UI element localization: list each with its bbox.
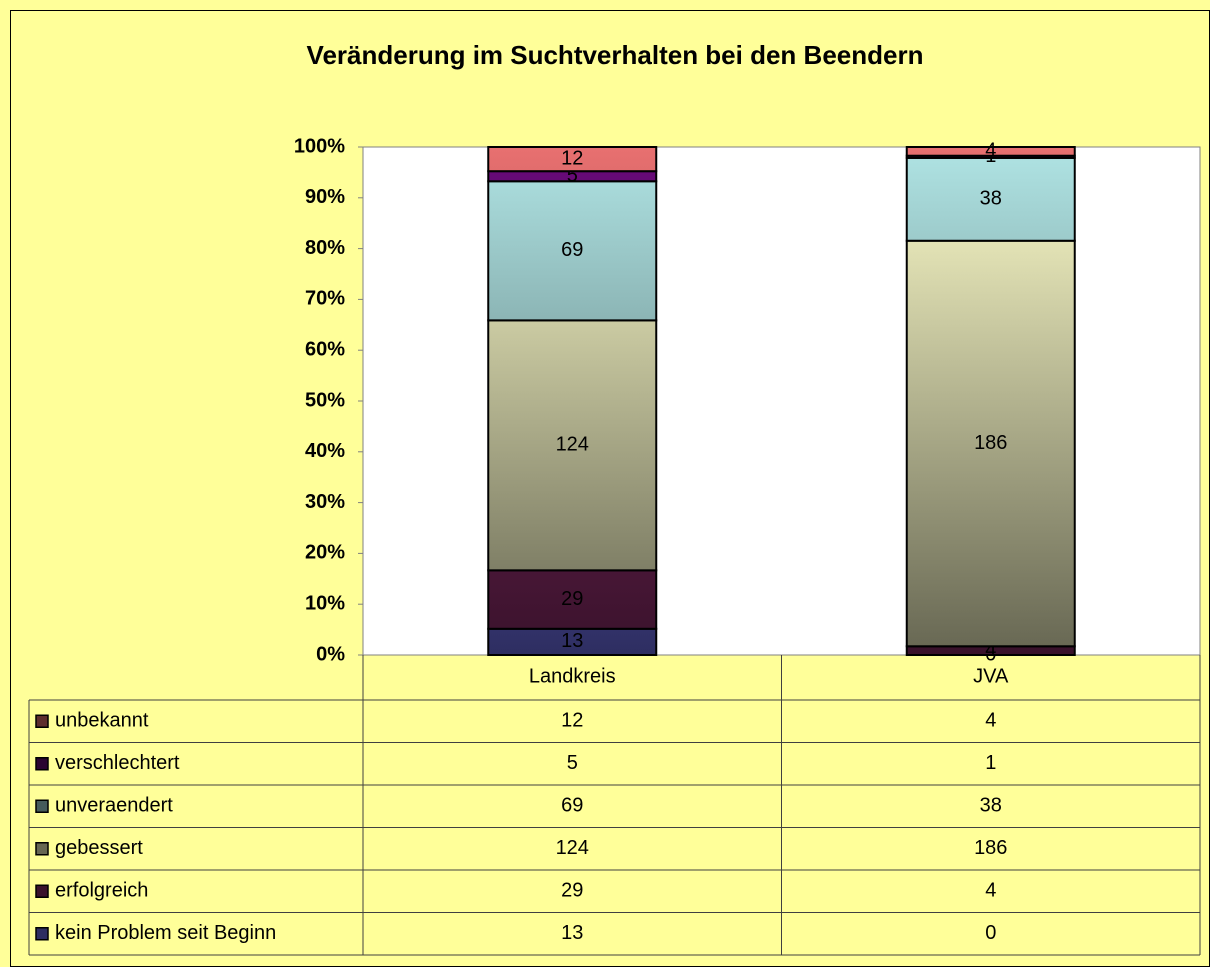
data-label: 29 (561, 588, 583, 610)
table-cell: 4 (985, 710, 996, 732)
data-label: 124 (556, 434, 589, 456)
data-label: 5 (567, 165, 578, 187)
table-cell: 1 (985, 752, 996, 774)
bar-segment (487, 319, 658, 572)
table-cell: 4 (985, 880, 996, 902)
legend-label: kein Problem seit Beginn (55, 922, 276, 944)
legend-label: verschlechtert (55, 752, 180, 774)
table-cell: 69 (561, 795, 583, 817)
table-cell: 124 (556, 837, 589, 859)
bar-segment (487, 627, 658, 656)
bar-segment (905, 146, 1076, 157)
data-label: 38 (980, 188, 1002, 210)
legend-swatch (35, 799, 49, 813)
y-tick-label: 70% (305, 288, 345, 310)
y-tick-label: 60% (305, 338, 345, 360)
legend-label: erfolgreich (55, 880, 148, 902)
y-tick-label: 80% (305, 237, 345, 259)
legend-label: unbekannt (55, 710, 149, 732)
table-cell: 13 (561, 922, 583, 944)
bar-segment (905, 239, 1076, 648)
data-label: 186 (974, 432, 1007, 454)
legend-swatch (35, 884, 49, 898)
y-tick-label: 40% (305, 440, 345, 462)
y-tick-label: 90% (305, 186, 345, 208)
y-tick-label: 0% (316, 643, 345, 665)
x-tick-label: JVA (973, 665, 1009, 687)
data-label: 4 (985, 639, 996, 661)
legend-label: unveraendert (55, 795, 173, 817)
table-cell: 5 (567, 752, 578, 774)
y-tick-label: 30% (305, 491, 345, 513)
legend-swatch (35, 842, 49, 856)
bar-segment (487, 146, 658, 173)
legend-swatch (35, 714, 49, 728)
bar-segment (905, 156, 1076, 242)
bar-segment (487, 569, 658, 630)
table-cell: 186 (974, 837, 1007, 859)
legend-swatch (35, 757, 49, 771)
legend-label: gebessert (55, 837, 143, 859)
y-tick-label: 100% (294, 135, 345, 157)
data-label: 4 (985, 140, 996, 162)
table-cell: 29 (561, 880, 583, 902)
table-cell: 12 (561, 710, 583, 732)
y-tick-label: 20% (305, 542, 345, 564)
y-tick-label: 10% (305, 592, 345, 614)
data-label: 13 (561, 630, 583, 652)
data-label: 12 (561, 147, 583, 169)
legend-swatch (35, 927, 49, 941)
y-tick-label: 50% (305, 389, 345, 411)
table-cell: 0 (985, 922, 996, 944)
table-cell: 38 (980, 795, 1002, 817)
data-label: 69 (561, 239, 583, 261)
x-tick-label: Landkreis (529, 665, 616, 687)
chart-title: Veränderung im Suchtverhalten bei den Be… (307, 40, 924, 70)
